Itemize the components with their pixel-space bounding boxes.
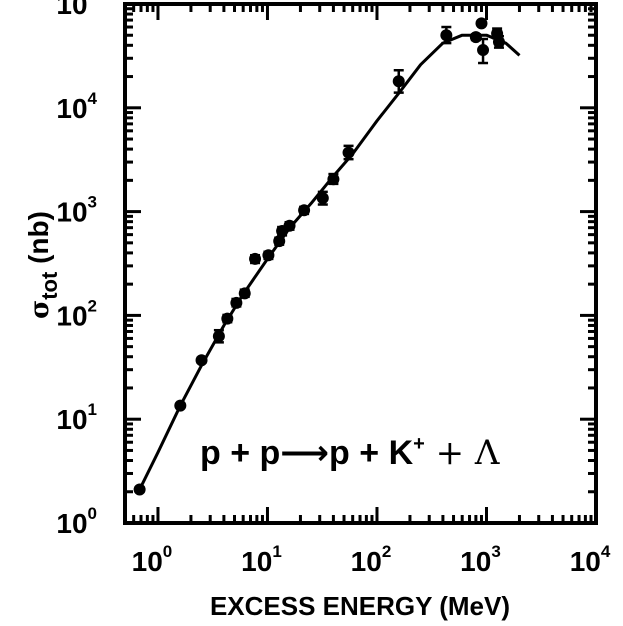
fit-curve [138,33,521,491]
data-marker [316,192,329,205]
annotation-left: p + p [200,434,280,472]
data-point [342,144,355,161]
data-marker [133,483,146,496]
x-tick-label: 104 [570,542,611,577]
data-marker [298,204,311,217]
data-point [327,172,340,186]
data-marker [212,330,225,343]
x-tick-label: 102 [351,542,392,577]
data-marker [238,287,251,300]
annotation-tail: + Λ [425,433,500,473]
y-tick-label: 103 [56,193,97,228]
y-tick-label: 101 [56,400,97,435]
y-tick-label: 104 [56,89,97,124]
data-marker [174,399,187,412]
reaction-annotation: p + p⟶p + K+ + Λ [200,433,500,473]
annotation-right: p + K [329,434,414,472]
data-point [477,37,490,65]
x-axis-title: EXCESS ENERGY (MeV) [210,591,510,621]
data-point [469,31,482,44]
data-point [230,296,243,309]
data-point [249,252,262,265]
data-point [238,287,251,300]
x-tick-label: 103 [460,542,501,577]
data-point [492,34,505,49]
x-tick-label: 101 [241,542,282,577]
data-marker [221,312,234,325]
data-point [440,25,453,45]
data-point [283,219,296,232]
y-axis-unit: (nb) [23,211,54,264]
data-point [392,69,405,94]
svg-text:σtot (nb): σtot (nb) [23,211,62,319]
data-marker [249,252,262,265]
data-marker [440,29,453,42]
data-marker [469,31,482,44]
annotation-arrow: ⟶ [280,433,329,473]
y-axis-title: σtot (nb) [23,211,62,319]
data-point [273,235,286,248]
data-marker [327,173,340,186]
axis-ticks [123,4,596,525]
data-marker [342,146,355,159]
data-marker [283,219,296,232]
data-marker [477,44,490,57]
data-point [316,190,329,206]
x-tick-labels: 100 101 102 103 104 [132,542,611,577]
data-point [262,249,275,262]
y-tick-label: 100 [56,504,97,539]
annotation-superscript: + [413,433,425,455]
data-point [298,204,311,217]
y-axis-symbol: σ [25,300,55,319]
data-marker [392,75,405,88]
data-marker [475,17,488,30]
y-axis-subscript: tot [37,271,62,300]
data-point [212,328,225,344]
data-point [133,483,146,496]
data-marker [230,296,243,309]
data-marker [195,354,208,367]
data-marker [262,249,275,262]
data-marker [492,36,505,49]
data-point [475,17,488,30]
data-point [221,312,234,325]
y-tick-label: 102 [56,296,97,331]
data-point [174,399,187,412]
x-tick-label: 100 [132,542,173,577]
y-tick-labels: 100 101 102 103 104 105 [56,0,97,539]
y-tick-label: 105 [56,0,97,20]
data-marker [273,235,286,248]
data-points-layer [133,17,505,496]
data-point [195,354,208,367]
fit-curve-layer [138,33,521,491]
